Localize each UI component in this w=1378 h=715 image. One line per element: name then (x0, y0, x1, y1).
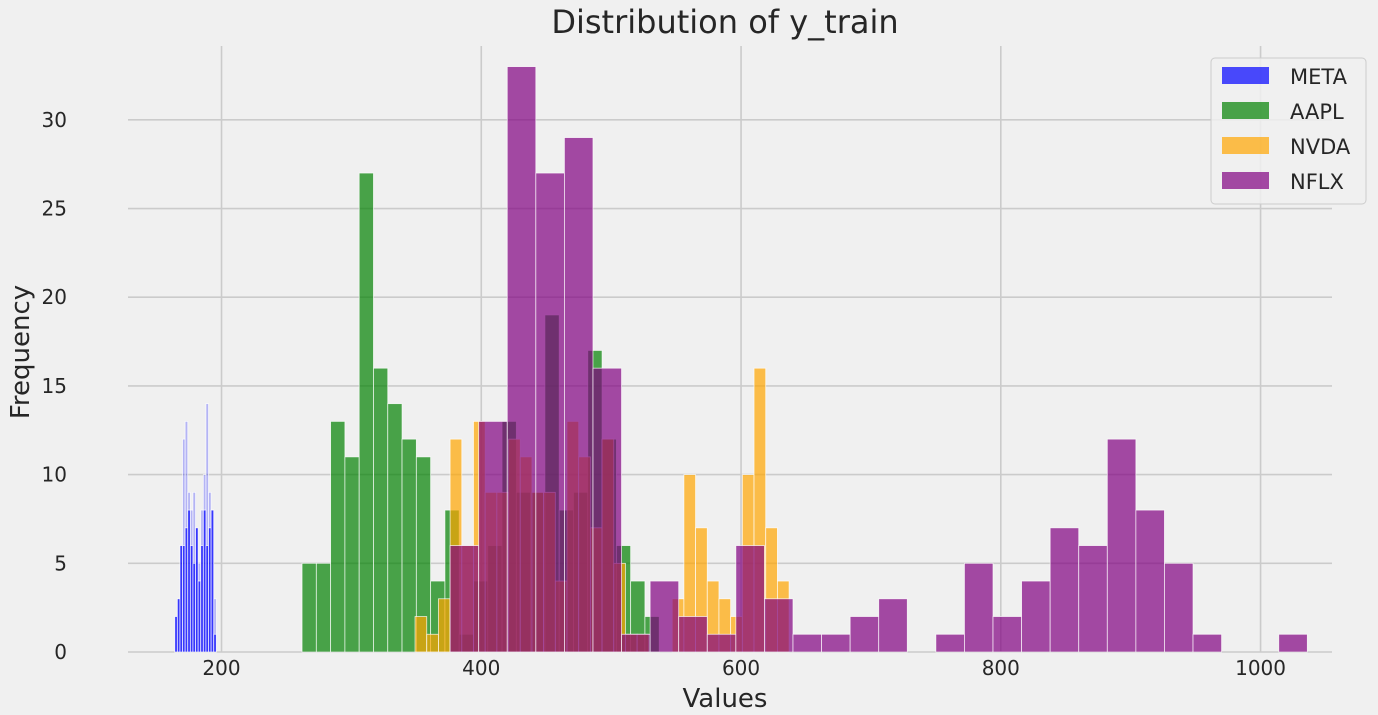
series-nflx (449, 66, 1308, 653)
histogram-bar (764, 598, 794, 653)
x-tick-label: 400 (462, 656, 500, 680)
chart-title: Distribution of y_train (551, 3, 898, 41)
histogram-bar (935, 633, 965, 653)
legend-label: NFLX (1290, 170, 1344, 194)
legend-swatch (1222, 67, 1269, 84)
legend-swatch (1222, 172, 1269, 189)
y-tick-label: 15 (42, 374, 67, 398)
histogram-bar (373, 367, 389, 653)
legend-swatch (1222, 102, 1269, 119)
histogram-bar (964, 562, 994, 653)
legend-label: NVDA (1290, 135, 1351, 159)
legend-label: META (1290, 65, 1348, 89)
histogram-bar (649, 580, 680, 653)
histogram-bar (315, 562, 332, 653)
series-meta (174, 509, 217, 653)
histogram-bar (1135, 509, 1165, 653)
histogram-bar (1192, 633, 1223, 653)
legend-label: AAPL (1290, 100, 1344, 124)
histogram-bar (478, 420, 508, 653)
histogram-bar (592, 367, 622, 653)
histogram-bar (992, 616, 1022, 653)
histogram-bar (330, 420, 346, 653)
legend: META AAPL NVDA NFLX (1210, 57, 1367, 205)
x-tick-label: 800 (982, 656, 1020, 680)
histogram-bar (1021, 580, 1051, 653)
histogram-bar (678, 616, 708, 653)
histogram-bar (621, 633, 651, 653)
histogram-bar (401, 438, 417, 653)
legend-swatch (1222, 137, 1269, 154)
histogram-bar (878, 598, 908, 653)
histogram-bar (1106, 438, 1137, 653)
histogram-bar (213, 633, 217, 653)
histogram-bar (438, 598, 451, 653)
histogram-bar (706, 633, 737, 653)
x-tick-label: 1000 (1235, 656, 1286, 680)
y-tick-label: 0 (54, 640, 67, 664)
histogram-bar (564, 137, 594, 653)
histogram-bar (387, 403, 403, 653)
y-tick-label: 30 (42, 108, 67, 132)
histogram-bar (426, 633, 439, 653)
histogram-bar (1278, 633, 1308, 653)
legend-box (1210, 57, 1367, 205)
histogram-bar (449, 545, 480, 653)
x-tick-label: 600 (722, 656, 760, 680)
y-axis-label: Frequency (6, 285, 36, 419)
tick-labels: 0 5 10 15 20 25 30 200 400 600 800 1000 (42, 108, 1286, 680)
y-tick-label: 20 (42, 285, 67, 309)
histogram-bar (1164, 562, 1194, 653)
histogram-bar (849, 616, 880, 653)
histogram-bar (506, 66, 537, 653)
histogram-bar (210, 509, 215, 653)
histogram-bar (1049, 527, 1080, 653)
histogram-bar (535, 172, 565, 653)
y-tick-label: 10 (42, 463, 67, 487)
x-axis-label: Values (683, 684, 768, 714)
histogram-bar (792, 633, 822, 653)
histogram-bars (174, 66, 1308, 653)
histogram-bar (1078, 545, 1108, 653)
histogram-bar (301, 562, 317, 653)
x-tick-label: 200 (202, 656, 240, 680)
histogram-bar (358, 172, 374, 653)
y-tick-label: 25 (42, 197, 67, 221)
histogram-bar (414, 616, 428, 653)
histogram-bar (344, 456, 360, 653)
histogram-bar (821, 633, 851, 653)
y-tick-label: 5 (54, 551, 67, 575)
histogram-bar (735, 545, 765, 653)
